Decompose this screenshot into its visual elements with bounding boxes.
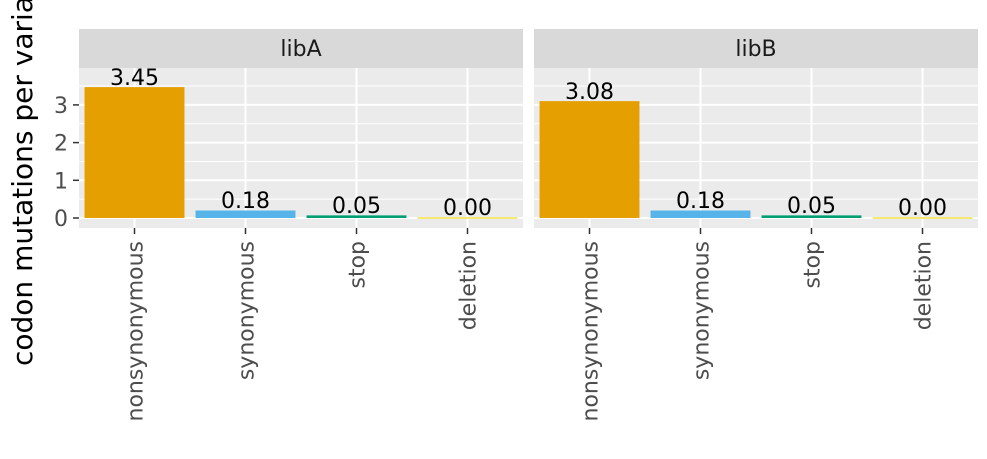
bar-stop — [306, 216, 407, 218]
data-label: 0.00 — [898, 196, 947, 221]
x-tick-label: deletion — [457, 241, 482, 330]
facet-strip — [534, 29, 978, 68]
y-tick-label: 1 — [54, 169, 68, 194]
data-label: 3.08 — [565, 80, 614, 105]
y-tick-label: 2 — [54, 132, 68, 157]
x-tick-label: synonymous — [690, 241, 715, 380]
data-label: 0.18 — [221, 189, 270, 214]
data-label: 0.18 — [676, 189, 725, 214]
x-tick-label: stop — [801, 241, 826, 289]
y-tick-label: 0 — [54, 207, 68, 232]
bar-synonymous — [650, 211, 751, 218]
bar-stop — [761, 216, 862, 218]
bar-nonsynonymous — [539, 101, 640, 218]
y-tick-label: 3 — [54, 94, 68, 119]
x-tick-label: nonsynonymous — [579, 241, 604, 422]
x-tick-label: nonsynonymous — [124, 241, 149, 422]
bar-nonsynonymous — [84, 87, 185, 218]
data-label: 0.00 — [443, 196, 492, 221]
x-tick-label: deletion — [912, 241, 937, 330]
y-axis: 0 1 2 3 — [54, 94, 79, 232]
x-tick-label: stop — [346, 241, 371, 289]
facet-panel-libB: libB 3.08 nonsynonymous 0.18 synonymous 0.05 s… — [534, 29, 978, 422]
data-label: 0.05 — [787, 194, 836, 219]
facet-panel-libA: libA 3.45 nonsynonymous 0.18 synonymous 0.05 s… — [79, 29, 523, 422]
facet-strip-label: libB — [735, 37, 776, 62]
bar-synonymous — [195, 211, 296, 218]
data-label: 3.45 — [110, 66, 159, 91]
x-tick-label: synonymous — [235, 241, 260, 380]
facet-strip — [79, 29, 523, 68]
data-label: 0.05 — [332, 194, 381, 219]
y-axis-title: codon mutations per variant — [6, 0, 39, 366]
facet-strip-label: libA — [280, 37, 321, 62]
